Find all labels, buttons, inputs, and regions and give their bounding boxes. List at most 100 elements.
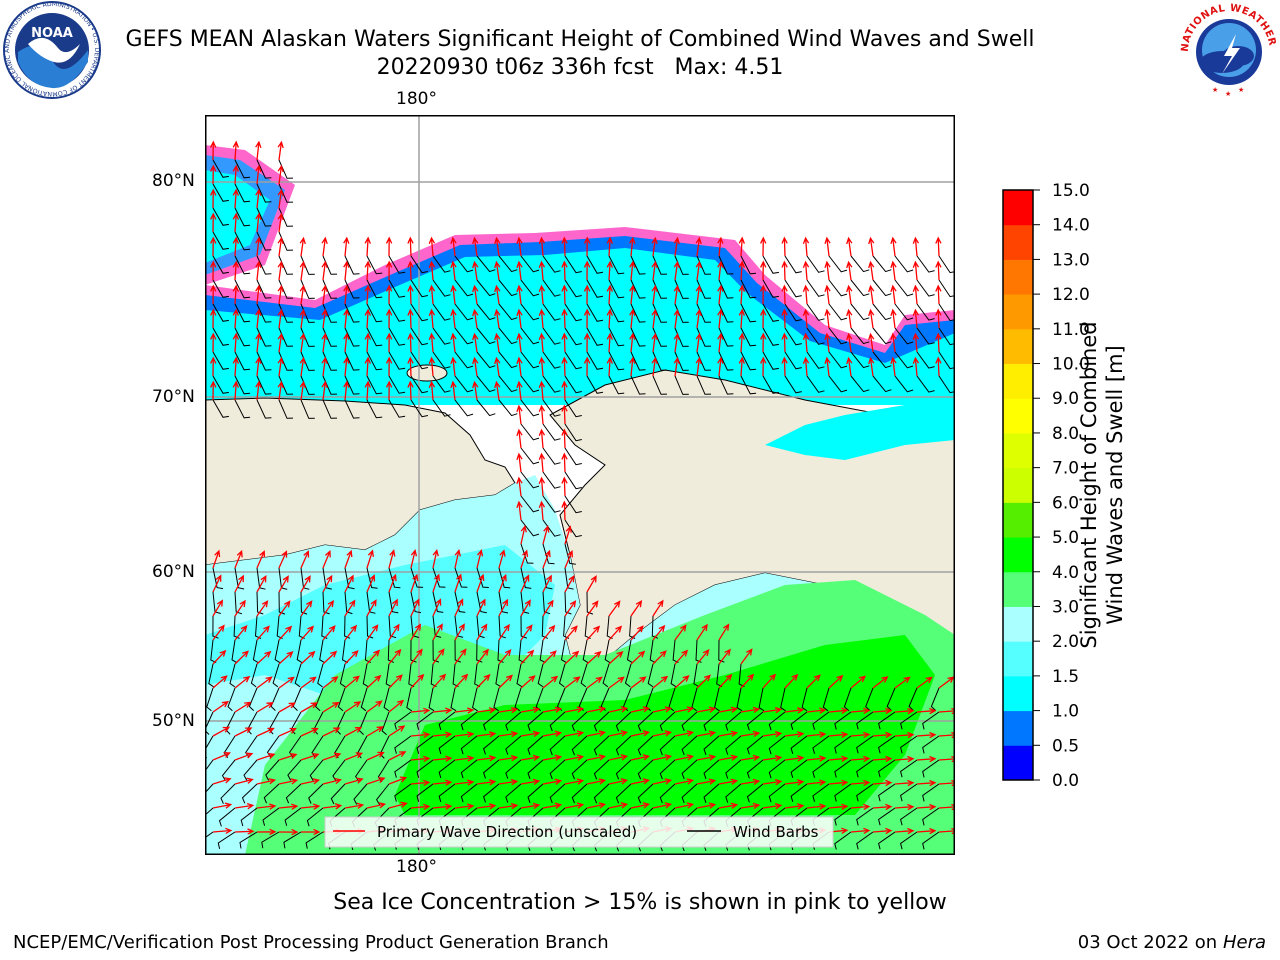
- wind-barb: [539, 639, 546, 664]
- wave-direction-arrow: [717, 308, 724, 329]
- wind-barb: [263, 783, 280, 804]
- wind-barb: [637, 711, 654, 732]
- colorbar-tick-label: 2.0: [1052, 632, 1079, 652]
- wave-direction-arrow: [894, 779, 915, 787]
- wave-direction-arrow: [561, 260, 568, 281]
- wind-barb: [205, 807, 214, 816]
- wave-direction-arrow: [652, 675, 669, 689]
- wave-direction-arrow: [674, 674, 690, 689]
- wave-direction-arrow: [278, 550, 288, 569]
- wind-barb: [762, 327, 779, 346]
- wave-direction-arrow: [762, 730, 783, 738]
- wind-barb: [234, 207, 251, 227]
- wave-direction-arrow: [652, 599, 664, 617]
- wind-barb: [410, 567, 424, 588]
- wave-direction-arrow: [608, 625, 623, 641]
- wind-barb: [410, 279, 428, 298]
- wind-barb: [218, 807, 236, 827]
- wind-barb: [505, 759, 522, 779]
- wave-direction-arrow: [630, 754, 651, 761]
- wave-direction-arrow: [606, 284, 614, 305]
- wave-direction-arrow: [802, 332, 810, 353]
- wave-direction-arrow: [935, 260, 942, 281]
- map-canvas: Primary Wave Direction (unscaled) Wind B…: [205, 115, 955, 855]
- wave-direction-arrow: [916, 755, 937, 763]
- wave-direction-arrow: [696, 674, 711, 689]
- wave-direction-arrow: [234, 777, 254, 785]
- wind-barb: [916, 351, 935, 369]
- wave-direction-arrow: [498, 573, 507, 593]
- wave-direction-arrow: [498, 802, 519, 810]
- wave-direction-arrow: [608, 778, 629, 785]
- wave-direction-arrow: [277, 380, 284, 401]
- wind-barb: [630, 327, 646, 347]
- wave-direction-arrow: [454, 573, 463, 593]
- wind-barb: [900, 831, 918, 850]
- wind-barb: [542, 591, 551, 615]
- wave-direction-arrow: [212, 827, 233, 835]
- chart-subtitle: 20220930 t06z 336h fcst Max: 4.51: [376, 55, 784, 80]
- wave-direction-arrow: [935, 332, 942, 353]
- footer-date: 03 Oct 2022 on: [1077, 932, 1223, 953]
- wind-barb: [762, 303, 779, 322]
- wave-direction-arrow: [912, 308, 920, 329]
- wave-direction-arrow: [256, 778, 277, 785]
- wave-direction-arrow: [561, 380, 568, 401]
- wind-barb: [780, 687, 786, 712]
- wave-direction-arrow: [322, 574, 333, 593]
- wave-direction-arrow: [454, 598, 464, 617]
- wind-barb: [856, 759, 874, 778]
- wave-direction-arrow: [673, 332, 680, 353]
- wave-direction-arrow: [210, 140, 217, 161]
- wave-direction-arrow: [894, 755, 915, 763]
- wind-barb: [542, 471, 561, 489]
- wave-direction-arrow: [388, 648, 402, 665]
- wind-barb: [922, 735, 940, 754]
- wave-direction-arrow: [606, 260, 614, 281]
- colorbar-tick-label: 9.0: [1052, 389, 1079, 409]
- wind-barb: [571, 711, 588, 732]
- wind-barb: [834, 711, 852, 730]
- wind-barb: [659, 735, 676, 756]
- wind-barb: [916, 327, 935, 345]
- wave-direction-arrow: [890, 260, 897, 281]
- wind-barb: [615, 783, 632, 804]
- wave-direction-arrow: [476, 731, 497, 738]
- wind-barb: [516, 663, 523, 688]
- wave-direction-arrow: [762, 673, 777, 689]
- nws-logo: NATIONAL WEATHER SERVICE ★ ★ ★: [1174, 0, 1280, 100]
- wave-direction-arrow: [428, 356, 436, 377]
- wave-direction-arrow: [344, 675, 360, 689]
- wave-direction-arrow: [784, 731, 805, 738]
- wave-direction-arrow: [583, 236, 591, 257]
- wind-barb: [394, 759, 412, 778]
- wave-direction-arrow: [762, 778, 783, 786]
- wind-barb: [872, 375, 892, 393]
- wave-direction-arrow: [410, 673, 425, 689]
- wave-direction-arrow: [564, 575, 575, 593]
- wave-direction-arrow: [586, 676, 603, 689]
- wind-barb: [615, 711, 632, 732]
- colorbar-tick-label: 5.0: [1052, 528, 1079, 548]
- wind-barb: [256, 303, 272, 323]
- wave-direction-arrow: [520, 624, 533, 641]
- wind-barb: [542, 303, 561, 321]
- wave-direction-arrow: [652, 650, 667, 665]
- wave-direction-arrow: [890, 284, 897, 305]
- wind-barb: [290, 711, 302, 735]
- wind-barb: [483, 783, 500, 803]
- wind-barb: [674, 375, 689, 395]
- colorbar-tick-label: 13.0: [1052, 250, 1090, 270]
- wind-barb: [383, 687, 390, 712]
- wind-barb: [812, 735, 830, 754]
- wave-direction-arrow: [630, 650, 646, 665]
- wave-direction-arrow: [760, 260, 767, 281]
- wind-barb: [366, 615, 374, 639]
- wind-barb: [432, 351, 451, 369]
- wind-barb: [416, 783, 434, 802]
- wave-direction-arrow: [760, 308, 767, 329]
- wave-direction-arrow: [717, 260, 724, 281]
- colorbar-swatch: [1003, 606, 1033, 642]
- wave-direction-arrow: [629, 236, 636, 257]
- wave-direction-arrow: [432, 673, 447, 689]
